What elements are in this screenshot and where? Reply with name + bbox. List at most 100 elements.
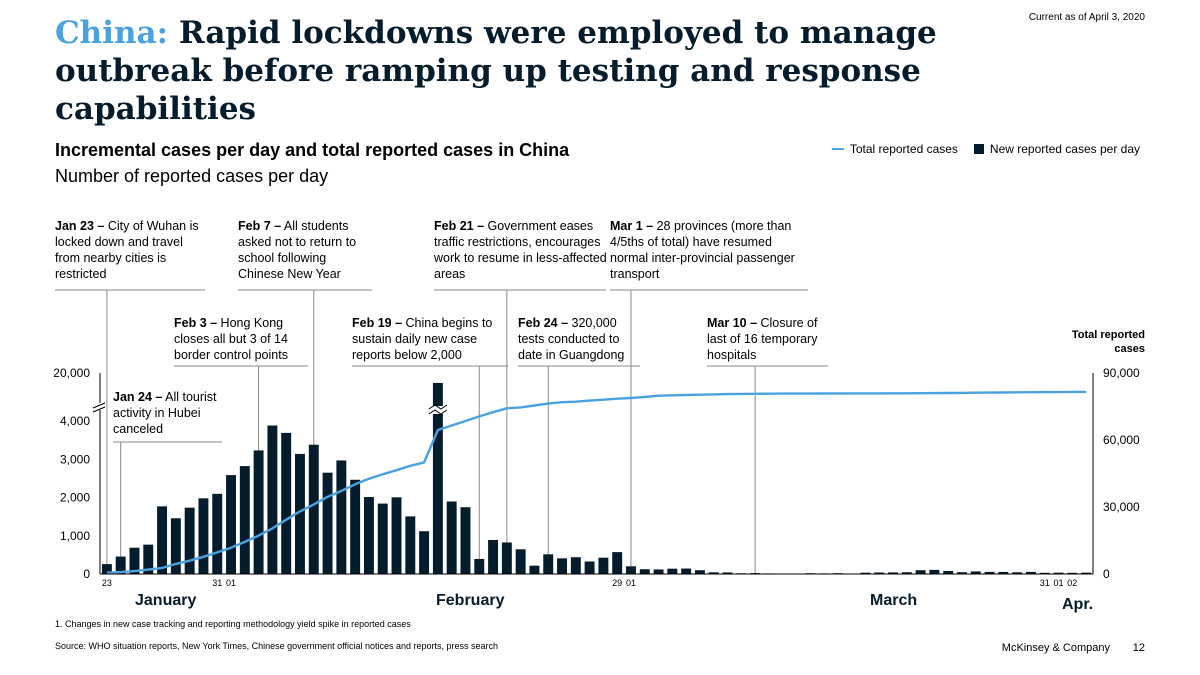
left-axis-tick-label: 3,000 [60, 452, 90, 466]
footnote: 1. Changes in new case tracking and repo… [55, 619, 411, 629]
legend-line-label: Total reported cases [849, 142, 958, 156]
annotation-text: 320,000 tests conducted to date in Guang… [518, 316, 625, 362]
x-axis-tick-label: 01 [1054, 578, 1064, 588]
bar [157, 506, 168, 574]
x-axis-tick-label: 23 [102, 578, 112, 588]
bar [377, 503, 388, 574]
bar [336, 460, 347, 574]
bar [943, 571, 954, 574]
month-label-march: March [870, 592, 918, 609]
annotation-feb3: Feb 3 – Hong Kong closes all but 3 of 14… [174, 315, 309, 363]
x-axis-tick-label: 01 [226, 578, 236, 588]
bar-series [101, 382, 1092, 574]
x-axis-tick-label: 31 [1040, 578, 1050, 588]
bar [267, 425, 278, 574]
current-as-of: Current as of April 3, 2020 [1028, 12, 1145, 23]
bar [874, 572, 885, 574]
right-axis-tick-label: 60,000 [1103, 433, 1140, 447]
annotation-date: Feb 3 – [174, 316, 218, 330]
month-label-february: February [436, 592, 505, 609]
x-axis-tick-label: 29 [612, 578, 622, 588]
bar [543, 554, 554, 574]
axes: 0 1,000 2,000 3,000 4,000 20,000 0 30,000 60,000… [53, 366, 1140, 588]
left-axis-tick-label: 1,000 [60, 529, 90, 543]
bar [708, 572, 719, 574]
bar [929, 569, 940, 574]
line-series [106, 390, 1087, 574]
bar-break-mark [428, 404, 448, 410]
chart-subtitle: Number of reported cases per day [55, 166, 329, 186]
bar [170, 518, 181, 574]
bar [474, 558, 485, 574]
annotation-date: Mar 1 – [610, 219, 654, 233]
axis-break-gap [94, 403, 106, 410]
annotation-feb7: Feb 7 – All students asked not to return… [238, 218, 373, 282]
annotation-date: Mar 10 – [707, 316, 758, 330]
bar [446, 501, 457, 574]
bar [984, 571, 995, 574]
bar [957, 572, 967, 574]
bar [226, 475, 236, 574]
bar [501, 542, 512, 574]
bar [667, 568, 678, 574]
bar [888, 572, 898, 574]
axis-break-mark [92, 406, 106, 413]
bar [915, 570, 926, 574]
left-axis-tick-label: 20,000 [53, 366, 90, 380]
annotation-date: Jan 23 – [55, 219, 105, 233]
right-axis-title: Total reported cases [1071, 329, 1145, 355]
source-note: Source: WHO situation reports, New York … [55, 641, 499, 651]
bar-break-gap [428, 406, 447, 414]
bar-break-mark [428, 409, 448, 415]
bar [970, 571, 981, 574]
bar [405, 516, 416, 574]
bar [1067, 572, 1078, 574]
left-axis-tick-label: 2,000 [60, 491, 90, 505]
left-axis-tick-label: 0 [83, 567, 90, 581]
chart-title: Incremental cases per day and total repo… [55, 140, 570, 160]
annotation-jan23: Jan 23 – City of Wuhan is locked down an… [55, 218, 205, 282]
bar [350, 479, 361, 574]
bar [515, 549, 526, 574]
annotation-text: 28 provinces (more than 4/5ths of total)… [610, 219, 795, 281]
bar [308, 444, 319, 574]
annotation-feb21: Feb 21 – Government eases traffic restri… [434, 218, 609, 282]
bar [1081, 572, 1092, 574]
bar [570, 557, 581, 574]
legend-bar-swatch [973, 144, 984, 154]
x-axis-tick-label: 01 [626, 578, 636, 588]
bar [281, 432, 292, 574]
bar [419, 531, 430, 574]
annotation-text: Closure of last of 16 temporary hospital… [707, 316, 818, 362]
bar [184, 507, 195, 574]
bar [432, 382, 443, 574]
bar [612, 552, 623, 574]
annotation-text: All students asked not to return to scho… [238, 219, 357, 281]
right-axis-tick-label: 30,000 [1103, 500, 1140, 514]
bar [653, 569, 664, 574]
bar [295, 453, 305, 574]
annotation-text: Hong Kong closes all but 3 of 14 border … [174, 316, 288, 362]
brand-name: McKinsey & Company [1001, 642, 1110, 654]
bar [488, 539, 499, 574]
bar [322, 472, 333, 574]
bar [143, 544, 154, 574]
bar [101, 564, 112, 574]
title-highlight: China: [55, 15, 169, 51]
bar [239, 466, 250, 574]
right-axis-tick-label: 0 [1103, 567, 1110, 581]
annotation-text: China begins to sustain daily new case r… [352, 316, 493, 362]
bar [198, 498, 209, 574]
bar [860, 572, 871, 574]
bar [391, 497, 402, 574]
bar [557, 558, 567, 574]
annotation-date: Feb 21 – [434, 219, 485, 233]
left-axis-tick-label: 4,000 [60, 414, 90, 428]
bar [460, 507, 471, 574]
annotation-text: Government eases traffic restrictions, e… [434, 219, 607, 281]
slide-title: China: Rapid lockdowns were employed to … [55, 14, 1055, 128]
annotation-date: Feb 24 – [518, 316, 569, 330]
axis-break-mark [92, 402, 106, 409]
annotation-date: Feb 7 – [238, 219, 282, 233]
